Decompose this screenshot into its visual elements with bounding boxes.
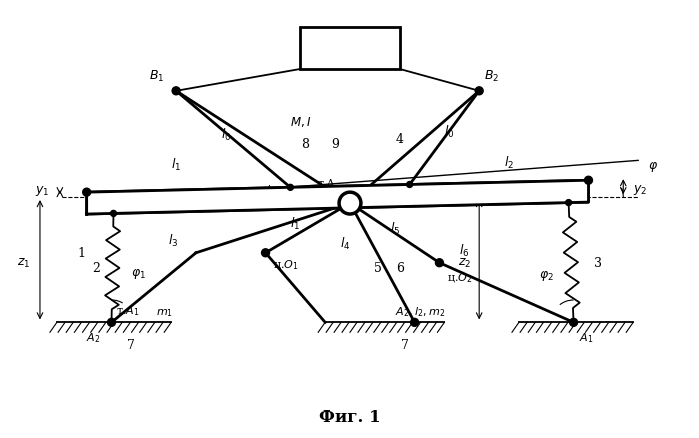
Text: 7: 7 [401, 338, 409, 351]
Text: ц.T: ц.T [365, 184, 383, 194]
Text: $B_1$: $B_1$ [149, 69, 164, 84]
Text: 7: 7 [127, 338, 136, 351]
Text: $A_2$: $A_2$ [87, 331, 101, 344]
Text: $\varphi_2$: $\varphi_2$ [540, 268, 554, 282]
Circle shape [339, 193, 361, 215]
Circle shape [584, 177, 593, 185]
Circle shape [110, 211, 117, 217]
Text: $y_1$: $y_1$ [36, 183, 50, 197]
Text: ц.$O_2$: ц.$O_2$ [447, 271, 473, 285]
Text: $w_0$: $w_0$ [407, 184, 422, 196]
Text: Фиг. 1: Фиг. 1 [319, 408, 381, 425]
Text: 1: 1 [78, 247, 86, 260]
Polygon shape [87, 181, 589, 215]
Circle shape [435, 259, 443, 267]
Text: $W_0$: $W_0$ [340, 41, 361, 57]
Text: $m_1$: $m_1$ [157, 307, 173, 318]
Text: $l_0$: $l_0$ [444, 123, 454, 139]
Text: $A_1$: $A_1$ [579, 331, 593, 344]
Text: т.$A_1$: т.$A_1$ [117, 304, 140, 318]
Circle shape [287, 185, 294, 191]
Text: 8: 8 [301, 138, 309, 151]
Text: $l_5$: $l_5$ [389, 220, 400, 237]
Text: $l_1$: $l_1$ [171, 157, 181, 173]
Text: $l_0$: $l_0$ [221, 126, 231, 142]
Text: $\varphi_1$: $\varphi_1$ [131, 266, 146, 280]
Circle shape [565, 200, 572, 206]
Text: 3: 3 [594, 257, 603, 270]
Bar [301, 28, 400, 70]
Text: $l_B$: $l_B$ [266, 183, 275, 197]
Text: 9: 9 [331, 138, 339, 151]
Text: $l_1$: $l_1$ [290, 215, 301, 232]
Text: $y_2$: $y_2$ [633, 182, 647, 196]
Text: 2: 2 [93, 261, 101, 275]
Circle shape [407, 182, 412, 188]
Polygon shape [87, 181, 589, 215]
Text: $l_6$: $l_6$ [459, 242, 470, 258]
Text: $l_3$: $l_3$ [168, 232, 178, 248]
Text: ц.$O_1$: ц.$O_1$ [273, 258, 299, 272]
Text: $l_4$: $l_4$ [340, 235, 350, 251]
Text: т.A: т.A [317, 179, 335, 189]
Text: 5: 5 [374, 261, 382, 275]
Text: $z_1$: $z_1$ [17, 257, 30, 270]
Circle shape [410, 318, 419, 327]
Text: $A_2,l_2,m_2$: $A_2,l_2,m_2$ [395, 305, 445, 318]
Text: $z_2$: $z_2$ [458, 257, 471, 270]
Circle shape [261, 249, 270, 257]
Circle shape [172, 88, 180, 95]
Text: $B_2$: $B_2$ [484, 69, 499, 84]
Text: $M,I$: $M,I$ [289, 114, 311, 128]
Circle shape [475, 88, 483, 95]
Text: $l_2$: $l_2$ [504, 155, 514, 171]
Circle shape [82, 189, 91, 197]
Text: 4: 4 [396, 133, 404, 146]
Text: 6: 6 [396, 261, 404, 275]
Circle shape [570, 318, 577, 327]
Circle shape [108, 318, 115, 327]
Text: $\varphi$: $\varphi$ [648, 160, 658, 174]
